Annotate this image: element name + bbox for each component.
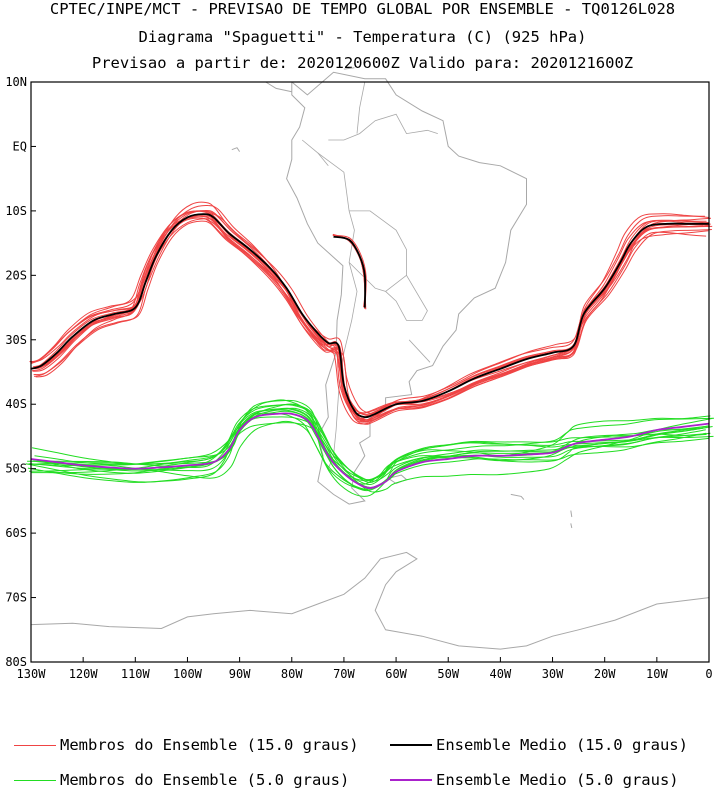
member-15-line-11 <box>30 213 713 423</box>
x-tick-label-2: 110W <box>121 667 151 681</box>
member-5-line-12 <box>30 408 709 489</box>
member-15-line-1 <box>31 210 710 421</box>
legend-members-5-label: Membros do Ensemble (5.0 graus) <box>60 771 350 789</box>
legend-mean-15-swatch <box>390 744 432 746</box>
y-tick-label-1: EQ <box>13 139 27 153</box>
x-tick-label-6: 70W <box>333 667 355 681</box>
coastline-layer <box>30 67 710 650</box>
country-border-0 <box>317 152 355 263</box>
members-15-layer <box>29 201 713 425</box>
country-border-3 <box>408 339 431 363</box>
member-15-line-14 <box>30 210 712 419</box>
y-tick-label-0: 10N <box>5 75 27 89</box>
member-5-line-4 <box>34 399 707 491</box>
member-5-line-14 <box>32 415 711 497</box>
mean-line-0 <box>30 213 709 419</box>
country-border-2 <box>385 275 428 321</box>
member-15-line-6 <box>31 215 709 425</box>
member-15-line-4 <box>32 210 710 414</box>
y-tick-label-3: 20S <box>5 268 27 282</box>
coastline-2 <box>30 551 710 650</box>
mean-line-2 <box>30 412 710 489</box>
y-tick-label-7: 60S <box>5 526 27 540</box>
member-15-line-8 <box>30 215 709 421</box>
member-5-line-13 <box>37 416 713 486</box>
country-border-1 <box>348 210 407 292</box>
country-border-4 <box>327 262 358 486</box>
member-15-line-13 <box>30 209 710 422</box>
x-tick-label-8: 50W <box>437 667 459 681</box>
y-tick-label-6: 50S <box>5 462 27 476</box>
chart-title-line1: CPTEC/INPE/MCT - PREVISAO DE TEMPO GLOBA… <box>49 0 676 18</box>
coastline-8 <box>343 67 355 70</box>
y-tick-label-2: 10S <box>5 204 27 218</box>
x-tick-label-3: 100W <box>173 667 203 681</box>
y-tick-label-4: 30S <box>5 333 27 347</box>
member-15-line-7 <box>33 213 704 417</box>
coastline-3 <box>510 493 525 500</box>
coastline-6 <box>570 523 573 529</box>
x-tick-label-7: 60W <box>385 667 407 681</box>
legend-mean-15: Ensemble Medio (15.0 graus) <box>390 736 688 754</box>
x-tick-label-11: 20W <box>594 667 616 681</box>
legend-members-5-swatch <box>14 779 56 781</box>
coastline-0 <box>286 71 527 505</box>
x-tick-label-13: 0 <box>705 667 712 681</box>
chart-title-line3: Previsao a partir de: 2020120600Z Valido… <box>91 54 634 72</box>
country-border-6 <box>301 139 329 167</box>
member-15-line-5 <box>33 217 712 423</box>
x-tick-label-12: 10W <box>646 667 668 681</box>
member-15-andes-3 <box>332 234 367 310</box>
x-tick-label-5: 80W <box>281 667 303 681</box>
legend-members-5: Membros do Ensemble (5.0 graus) <box>14 771 349 789</box>
mean-layer <box>30 213 710 489</box>
legend-mean-5-label: Ensemble Medio (5.0 graus) <box>436 771 679 789</box>
member-15-line-10 <box>30 215 711 418</box>
member-15-andes-1 <box>332 234 367 308</box>
legend-members-15-swatch <box>14 744 56 746</box>
member-15-andes-2 <box>333 233 366 307</box>
mean-line-1 <box>333 235 367 308</box>
country-border-7 <box>356 81 366 134</box>
legend-mean-5-swatch <box>390 779 432 781</box>
axes-layer: 130W 120W 110W 100W 90W 80W 70W 60W 50W 40W 30W 20W… <box>5 75 712 681</box>
member-15-line-0 <box>35 213 709 415</box>
x-tick-label-0: 130W <box>17 667 47 681</box>
y-tick-label-9: 80S <box>5 655 27 669</box>
country-border-5 <box>328 113 438 141</box>
coastline-5 <box>570 510 573 518</box>
member-15-line-3 <box>32 218 707 422</box>
member-15-line-2 <box>33 215 705 415</box>
coastline-7 <box>231 147 241 152</box>
legend-members-15-label: Membros do Ensemble (15.0 graus) <box>60 736 359 754</box>
member-5-line-9 <box>27 412 706 490</box>
x-tick-label-1: 120W <box>69 667 99 681</box>
member-15-andes-0 <box>332 233 367 310</box>
x-tick-label-4: 90W <box>229 667 251 681</box>
x-tick-label-9: 40W <box>490 667 512 681</box>
y-tick-label-8: 70S <box>5 591 27 605</box>
coastline-1 <box>265 81 292 93</box>
y-tick-label-5: 40S <box>5 397 27 411</box>
legend-mean-15-label: Ensemble Medio (15.0 graus) <box>436 736 688 754</box>
legend-members-15: Membros do Ensemble (15.0 graus) <box>14 736 359 754</box>
member-5-line-8 <box>27 410 710 483</box>
member-15-line-12 <box>30 201 707 414</box>
chart-title-line2: Diagrama "Spaguetti" - Temperatura (C) (… <box>138 28 587 46</box>
member-15-line-9 <box>29 204 709 425</box>
plot-frame <box>30 81 710 663</box>
legend-mean-5: Ensemble Medio (5.0 graus) <box>390 771 679 789</box>
x-tick-label-10: 30W <box>542 667 564 681</box>
